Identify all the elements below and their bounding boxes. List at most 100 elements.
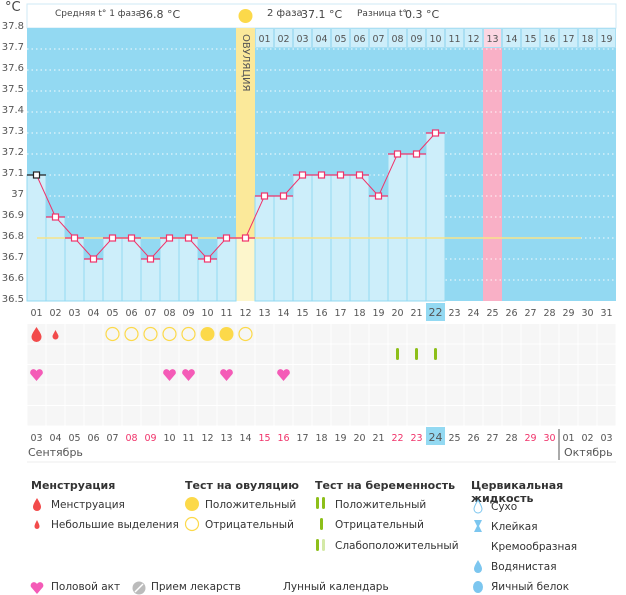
phase2-day-cell [369, 28, 388, 48]
temperature-point [393, 150, 402, 158]
header-box [26, 3, 617, 29]
expected-period-column [483, 28, 502, 301]
dry-icon [473, 499, 483, 514]
cycle-day-label: 11 [220, 308, 232, 319]
creamy-icon [475, 540, 481, 552]
phase2-day-label: 16 [543, 34, 555, 45]
calendar-date: 14 [239, 433, 251, 444]
pregnancy-negative-icon [320, 518, 323, 530]
calendar-date: 04 [49, 433, 61, 444]
cycle-day-label: 12 [239, 308, 251, 319]
phase2-day-cell [350, 28, 369, 48]
calendar-date: 22 [391, 433, 403, 444]
calendar-date: 28 [505, 433, 517, 444]
calendar-date: 11 [182, 433, 194, 444]
phase2-day-cell [502, 28, 521, 48]
calendar-date: 20 [353, 433, 365, 444]
legend-moon: Лунный календарь [283, 581, 389, 593]
legend-dry: Сухо [491, 501, 518, 513]
legend-creamy: Кремообразная [491, 541, 578, 553]
temperature-point [127, 234, 136, 242]
temperature-point [260, 192, 269, 200]
legend-watery: Водянистая [491, 561, 557, 573]
cycle-day-label: 04 [87, 308, 99, 319]
y-tick-label: 36.9 [1, 210, 24, 221]
calendar-date: 18 [315, 433, 327, 444]
y-tick-label: 36.8 [1, 231, 24, 242]
phase2-day-label: 01 [258, 34, 270, 45]
pill-icon [132, 581, 146, 595]
y-tick-label: 37.6 [1, 63, 24, 74]
phase2-day-cell [597, 28, 616, 48]
calendar-date: 07 [106, 433, 118, 444]
legend-menstruation: Менструация [51, 499, 125, 511]
drop-icons [33, 498, 41, 529]
cycle-day-label: 22 [429, 306, 443, 319]
phase2-day-label: 15 [524, 34, 536, 45]
cycle-day-label: 28 [543, 308, 555, 319]
phase2-day-label: 06 [353, 34, 365, 45]
phase2-day-label: 04 [315, 34, 327, 45]
cycle-day-label: 25 [486, 308, 498, 319]
phase2-day-label: 12 [467, 34, 479, 45]
temperature-point [374, 192, 383, 200]
phase2-day-cell [388, 28, 407, 48]
ovulation-negative-icon [162, 326, 177, 342]
phase1-label: Средняя t° 1 фаза [55, 9, 142, 19]
cycle-day-label: 10 [201, 308, 213, 319]
month-october: Октябрь [564, 446, 613, 459]
today-highlight [426, 427, 445, 445]
marker-row [27, 406, 616, 426]
ovulation-negative-icon [184, 516, 200, 532]
pregnancy-negative-icon [396, 348, 399, 360]
cycle-day-label: 01 [30, 308, 42, 319]
temperature-bar [45, 216, 66, 302]
temperature-point [431, 129, 440, 137]
cycle-day-label: 14 [277, 308, 289, 319]
legend-egg-white: Яичный белок [491, 581, 570, 593]
calendar-date: 23 [410, 433, 422, 444]
temperature-point [222, 234, 231, 242]
legend-preg-negative: Отрицательный [335, 519, 424, 531]
heart-icon [182, 369, 195, 381]
legend-ovulation-title: Тест на овуляцию [185, 479, 299, 492]
temperature-point [32, 171, 41, 179]
phase2-day-cell [293, 28, 312, 48]
cycle-day-label: 06 [125, 308, 137, 319]
y-tick-label: 37.1 [1, 168, 24, 179]
cycle-day-label: 21 [410, 308, 422, 319]
y-tick-label: 37.2 [1, 147, 24, 158]
cycle-day-label: 16 [315, 308, 327, 319]
calendar-date: 09 [144, 433, 156, 444]
legend-ov-positive: Положительный [205, 499, 297, 511]
ovulation-sun-icon [238, 9, 253, 23]
cycle-day-label: 23 [448, 308, 460, 319]
y-tick-label: 37.4 [1, 105, 24, 116]
temperature-point [108, 234, 117, 242]
phase2-label: 2 фаза [267, 8, 303, 19]
phase2-day-cell [521, 28, 540, 48]
phase2-value: 37.1 °C [301, 8, 343, 21]
temperature-point [165, 234, 174, 242]
cycle-day-label: 02 [49, 308, 61, 319]
cycle-day-label: 20 [391, 308, 403, 319]
calendar-date: 12 [201, 433, 213, 444]
calendar-date: 10 [163, 433, 175, 444]
cycle-day-label: 08 [163, 308, 175, 319]
y-tick-label: 37.7 [1, 42, 24, 53]
calendar-date: 16 [277, 433, 289, 444]
ovulation-negative-icon [124, 326, 139, 342]
cycle-day-label: 29 [562, 308, 574, 319]
calendar-date: 05 [68, 433, 80, 444]
phase2-day-cell [312, 28, 331, 48]
temperature-point [279, 192, 288, 200]
marker-row [27, 385, 616, 405]
ovulation-positive-icon [185, 497, 199, 511]
phase2-day-label: 03 [296, 34, 308, 45]
phase2-day-label: 10 [429, 34, 441, 45]
phase2-day-label: 07 [372, 34, 384, 45]
ovulation-negative-icon [181, 326, 196, 342]
legend-cervical-title: Цервикальная жидкость [471, 479, 564, 505]
cycle-day-label: 27 [524, 308, 536, 319]
phase2-day-cell [274, 28, 293, 48]
